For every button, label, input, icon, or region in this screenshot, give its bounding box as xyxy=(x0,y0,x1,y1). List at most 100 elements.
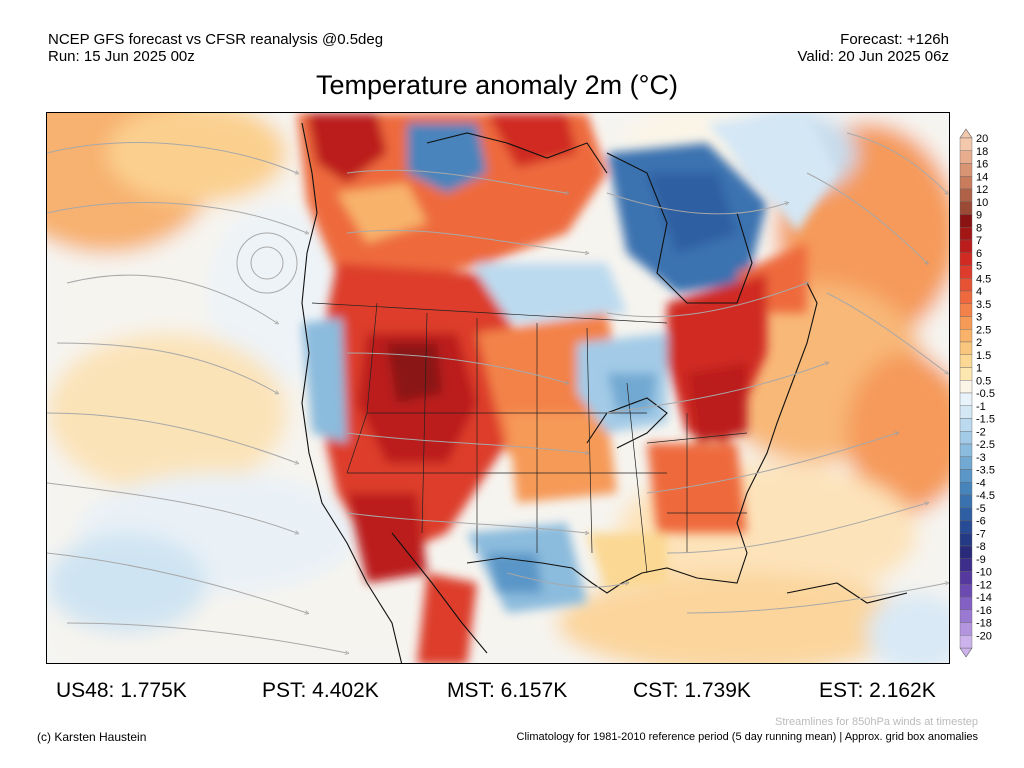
header-left: NCEP GFS forecast vs CFSR reanalysis @0.… xyxy=(48,31,383,65)
colorbar-tick-label: 10 xyxy=(976,197,988,209)
colorbar-swatch xyxy=(959,163,973,177)
colorbar-tick-label: -3.5 xyxy=(976,465,995,477)
colorbar-swatch xyxy=(959,137,973,151)
colorbar-tick-label: 6 xyxy=(976,248,982,260)
colorbar-tick-label: 3.5 xyxy=(976,299,991,311)
colorbar-tick-label: -18 xyxy=(976,618,992,630)
colorbar-tick-label: -0.5 xyxy=(976,388,995,400)
colorbar-tick-label: 8 xyxy=(976,222,982,234)
climatology-note: Climatology for 1981-2010 reference peri… xyxy=(516,731,978,743)
regional-averages: US48: 1.775K PST: 4.402K MST: 6.157K CST… xyxy=(0,679,1024,705)
colorbar-swatch xyxy=(959,290,973,304)
colorbar-swatch xyxy=(959,494,973,508)
colorbar-tick-label: 9 xyxy=(976,210,982,222)
colorbar-tick-label: -6 xyxy=(976,516,986,528)
colorbar-swatch xyxy=(959,443,973,457)
colorbar-swatch xyxy=(959,367,973,381)
colorbar-swatch xyxy=(959,316,973,330)
colorbar-tick-label: 7 xyxy=(976,235,982,247)
state-borders xyxy=(311,302,748,574)
colorbar-tick-label: 16 xyxy=(976,159,988,171)
colorbar-bottom-arrow xyxy=(959,647,973,658)
colorbar-tick-label: 3 xyxy=(976,312,982,324)
valid-time: Valid: 20 Jun 2025 06z xyxy=(797,48,949,65)
colorbar-swatch xyxy=(959,520,973,534)
colorbar-tick-label: 1 xyxy=(976,363,982,375)
stat-pst: PST: 4.402K xyxy=(262,679,379,702)
colorbar-swatch xyxy=(959,341,973,355)
coastlines xyxy=(301,122,908,663)
colorbar-swatch xyxy=(959,482,973,496)
anomaly-map xyxy=(46,112,950,664)
colorbar: 20 18 16 14 12 10 9 8 7 6 5 4.5 4 3.5 3 2.5 2 1.5 1 0.5 -0.5… xyxy=(958,128,1008,663)
streamlines xyxy=(47,132,947,653)
colorbar-tick-label: -20 xyxy=(976,630,992,642)
colorbar-tick-label: -9 xyxy=(976,554,986,566)
anomaly-field-land xyxy=(297,113,837,663)
colorbar-swatch xyxy=(959,596,973,610)
colorbar-swatch xyxy=(959,188,973,202)
map-title: Temperature anomaly 2m (°C) xyxy=(316,70,678,100)
credit: (c) Karsten Haustein xyxy=(37,730,147,744)
colorbar-tick-label: -4 xyxy=(976,477,986,489)
colorbar-swatch xyxy=(959,201,973,215)
colorbar-swatch xyxy=(959,469,973,483)
colorbar-swatch xyxy=(959,584,973,598)
colorbar-tick-label: -4.5 xyxy=(976,490,995,502)
colorbar-swatch xyxy=(959,239,973,253)
colorbar-top-arrow xyxy=(959,128,973,139)
colorbar-swatch xyxy=(959,329,973,343)
colorbar-swatch xyxy=(959,227,973,241)
colorbar-tick-label: -2.5 xyxy=(976,439,995,451)
colorbar-tick-label: -14 xyxy=(976,592,992,604)
colorbar-tick-label: 4.5 xyxy=(976,273,991,285)
colorbar-tick-label: 0.5 xyxy=(976,375,991,387)
colorbar-tick-label: -1 xyxy=(976,401,986,413)
colorbar-tick-label: -7 xyxy=(976,528,986,540)
colorbar-swatch xyxy=(959,635,973,649)
colorbar-tick-label: 18 xyxy=(976,146,988,158)
run-time: Run: 15 Jun 2025 00z xyxy=(48,48,195,65)
stat-mst: MST: 6.157K xyxy=(447,679,568,702)
colorbar-swatch xyxy=(959,303,973,317)
stat-cst: CST: 1.739K xyxy=(633,679,751,702)
colorbar-tick-label: -12 xyxy=(976,579,992,591)
colorbar-swatch xyxy=(959,622,973,636)
streamlines-note: Streamlines for 850hPa winds at timestep xyxy=(775,716,978,728)
colorbar-tick-label: -3 xyxy=(976,452,986,464)
colorbar-tick-label: -1.5 xyxy=(976,414,995,426)
colorbar-swatch xyxy=(959,265,973,279)
colorbar-tick-label: 5 xyxy=(976,261,982,273)
colorbar-swatch xyxy=(959,392,973,406)
colorbar-swatch xyxy=(959,533,973,547)
stat-est: EST: 2.162K xyxy=(819,679,936,702)
colorbar-swatch xyxy=(959,405,973,419)
colorbar-swatch xyxy=(959,252,973,266)
colorbar-tick-label: 2 xyxy=(976,337,982,349)
colorbar-swatch xyxy=(959,354,973,368)
colorbar-tick-label: -10 xyxy=(976,567,992,579)
colorbar-tick-label: 14 xyxy=(976,171,988,183)
colorbar-tick-label: -16 xyxy=(976,605,992,617)
colorbar-swatch xyxy=(959,278,973,292)
colorbar-swatch xyxy=(959,150,973,164)
colorbar-swatch xyxy=(959,176,973,190)
colorbar-swatch xyxy=(959,214,973,228)
colorbar-swatch xyxy=(959,380,973,394)
colorbar-tick-label: 2.5 xyxy=(976,324,991,336)
colorbar-tick-label: 1.5 xyxy=(976,350,991,362)
colorbar-tick-label: -8 xyxy=(976,541,986,553)
colorbar-swatch xyxy=(959,545,973,559)
colorbar-swatch xyxy=(959,507,973,521)
colorbar-swatch xyxy=(959,558,973,572)
colorbar-tick-label: 12 xyxy=(976,184,988,196)
header-right: Forecast: +126h Valid: 20 Jun 2025 06z xyxy=(797,31,949,65)
colorbar-tick-label: -2 xyxy=(976,426,986,438)
colorbar-swatch xyxy=(959,431,973,445)
forecast-hour: Forecast: +126h xyxy=(840,31,949,48)
colorbar-tick-label: -5 xyxy=(976,503,986,515)
colorbar-swatch xyxy=(959,456,973,470)
stat-us48: US48: 1.775K xyxy=(56,679,187,702)
colorbar-swatch xyxy=(959,609,973,623)
model-description: NCEP GFS forecast vs CFSR reanalysis @0.… xyxy=(48,31,384,48)
